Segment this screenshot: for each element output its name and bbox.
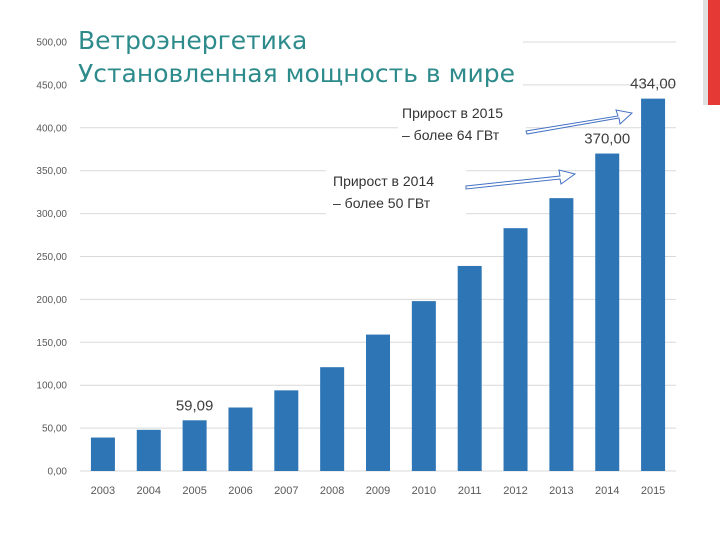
bars (90, 98, 666, 472)
bar-2004 (136, 429, 161, 471)
x-axis-labels: 2003 2004 2005 2006 2007 2008 2009 2010 2011 2012… (91, 485, 666, 497)
x-tick-label: 2004 (137, 485, 161, 497)
x-tick-label: 2006 (228, 485, 252, 497)
annotation-2015-line1: Прирост в 2015 (402, 105, 503, 121)
x-tick-label: 2013 (549, 485, 573, 497)
y-tick-label: 300,00 (36, 209, 67, 220)
bar-2007 (274, 390, 299, 471)
x-tick-label: 2015 (641, 485, 665, 497)
annotation-2014-line1: Прирост в 2014 (333, 173, 434, 189)
x-tick-label: 2005 (182, 485, 206, 497)
bar-2011 (457, 265, 482, 471)
bar-2003 (90, 437, 115, 471)
y-tick-label: 200,00 (36, 295, 67, 306)
data-label-2015: 434,00 (630, 76, 676, 93)
annotation-2014-line2: – более 50 ГВт (333, 195, 431, 211)
y-tick-label: 400,00 (36, 123, 67, 134)
y-tick-label: 100,00 (36, 381, 67, 392)
x-tick-label: 2014 (595, 485, 619, 497)
x-tick-label: 2007 (274, 485, 298, 497)
slide-title: Ветроэнергетика Установленная мощность в… (78, 24, 523, 96)
title-line-1: Ветроэнергетика (78, 26, 308, 55)
y-tick-label: 500,00 (36, 38, 67, 49)
y-tick-label: 150,00 (36, 338, 67, 349)
accent-shadow (703, 0, 708, 105)
arrow-2014 (465, 169, 577, 190)
y-tick-label: 50,00 (42, 424, 67, 435)
y-tick-label: 450,00 (36, 80, 67, 91)
bar-2008 (320, 367, 345, 471)
y-tick-label: 0,00 (48, 467, 68, 478)
title-line-2: Установленная мощность в мире (78, 59, 515, 88)
annotation-2015-line2: – более 64 ГВт (402, 127, 500, 143)
bar-2009 (366, 334, 390, 471)
bar-2012 (503, 228, 528, 471)
bar-2010 (411, 301, 436, 471)
bar-2006 (228, 407, 253, 471)
data-label-2005: 59,09 (176, 397, 214, 414)
y-axis-labels: 0,00 50,00 100,00 150,00 200,00 250,00 300,00 3… (36, 38, 67, 478)
bar-2013 (549, 198, 574, 471)
x-tick-label: 2008 (320, 485, 344, 497)
annotation-2014: Прирост в 2014 – более 50 ГВт (326, 168, 577, 216)
annotation-2015: Прирост в 2015 – более 64 ГВт (398, 100, 634, 148)
arrow-2015 (525, 109, 634, 135)
bar-2005 (182, 420, 207, 471)
x-tick-label: 2003 (91, 485, 115, 497)
bar-2014 (595, 153, 620, 472)
x-tick-label: 2011 (458, 485, 482, 497)
data-label-2014: 370,00 (584, 131, 630, 148)
x-tick-label: 2012 (503, 485, 527, 497)
y-tick-label: 250,00 (36, 252, 67, 263)
y-tick-label: 350,00 (36, 166, 67, 177)
accent-bar (708, 0, 720, 105)
data-labels: 59,09 370,00 434,00 (176, 76, 676, 415)
x-tick-label: 2009 (366, 485, 390, 497)
bar-2015 (641, 98, 666, 472)
x-tick-label: 2010 (412, 485, 436, 497)
